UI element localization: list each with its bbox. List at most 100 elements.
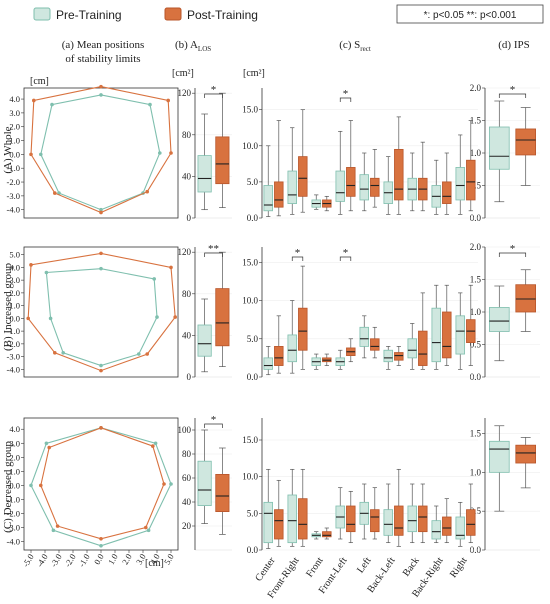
stability-point-post <box>151 444 155 448</box>
panel-a-xtick-label: -4.0 <box>34 552 49 569</box>
panel-c-box-post-box <box>322 531 332 538</box>
panel-a-xtick-label: -3.0 <box>48 552 63 569</box>
stability-point-pre <box>99 363 103 368</box>
panel-a-ytick-label: -3.0 <box>7 191 20 201</box>
panel-a-ytick-label: 2.0 <box>9 452 20 462</box>
stability-point-pre <box>146 528 151 533</box>
panel-b-ytick-label: 80 <box>182 130 192 140</box>
stability-point-pre <box>61 350 65 355</box>
panel-b-ytick-label: 0 <box>187 372 192 382</box>
panel-b-ytick-label: 40 <box>182 497 192 507</box>
stability-point-pre <box>158 151 162 155</box>
panel-d-ytick-label: 0.5 <box>470 340 482 350</box>
stability-point-post <box>47 445 51 450</box>
panel-d-box-pre-box <box>488 126 510 170</box>
panel-a-xtick-label: 1.0 <box>106 552 120 566</box>
panel-c-box-pre-box <box>455 167 465 201</box>
panel-a-ytick-label: -1.0 <box>7 163 20 173</box>
panel-c-box-post-box <box>394 352 404 361</box>
panel-c-sig-bracket <box>291 256 304 261</box>
panel-c-box-post-box <box>274 346 284 366</box>
stability-point-post <box>99 536 103 541</box>
panel-c-ytick-label: 0.0 <box>247 545 259 555</box>
plot-layer: 4.03.02.01.00.0-1.0-2.0-3.0-4.05.04.03.0… <box>7 83 540 600</box>
panel-a-xtick-label: 4.0 <box>148 552 162 566</box>
stability-point-pre <box>99 93 103 97</box>
panel-b-box-pre-box <box>197 460 212 507</box>
panel-a-ytick-label: -1.0 <box>7 494 20 504</box>
panel-c-box-pre-box <box>263 357 273 370</box>
panel-a-title-line1: (a) Mean positions <box>62 39 144 51</box>
panel-a-xtick-label: 3.0 <box>134 552 148 566</box>
panel-a-ytick-label: 2.0 <box>9 122 20 132</box>
panel-a-xtick-label: -1.0 <box>76 552 91 569</box>
panel-d-ytick-label: 1.0 <box>470 307 482 317</box>
panel-c-category-label: Right <box>448 555 470 580</box>
panel-a-ytick-label: -4.0 <box>7 364 20 374</box>
panel-d-box-post-box <box>515 444 536 464</box>
stability-point-pre <box>44 270 49 275</box>
panel-b-ytick-label: 60 <box>182 473 192 483</box>
stability-point-post <box>99 426 103 430</box>
panel-a-ytick-label: 5.0 <box>9 250 20 260</box>
panel-b-box-post-box <box>215 473 230 512</box>
panel-b-sig-label: * <box>211 84 217 96</box>
unit-cm2-c: [cm²] <box>243 68 265 79</box>
panel-c-box-pre-box <box>455 516 465 540</box>
panel-c-box-post-box <box>442 181 452 204</box>
panel-d-ytick-label: 1.0 <box>470 467 482 477</box>
panel-a-ytick-label: 4.0 <box>9 424 20 434</box>
stability-point-pre <box>51 528 56 533</box>
panel-a-frame-C <box>23 417 179 551</box>
stability-point-pre <box>50 102 54 107</box>
panel-a-ytick-label: 3.0 <box>9 438 20 448</box>
stability-point-post <box>39 483 43 488</box>
row-label-c: (C) Decreased group <box>2 441 14 533</box>
panel-c-sig-bracket <box>339 97 352 102</box>
panel-c-ytick-label: 5.0 <box>247 334 259 344</box>
stability-point-pre <box>137 352 141 356</box>
panel-c-box-pre-box <box>431 307 441 363</box>
stability-point-post <box>29 263 33 267</box>
panel-a-ytick-label: -1.0 <box>7 326 20 336</box>
stability-point-pre <box>148 102 152 107</box>
panel-c-ytick-label: 0.0 <box>247 213 259 223</box>
panel-b-sig-bracket <box>204 423 223 428</box>
panel-c-box-post-box <box>274 181 284 208</box>
legend-pre-label: Pre-Training <box>56 8 122 22</box>
panel-d-ytick-label: 2.0 <box>470 83 482 93</box>
panel-a-frame-B <box>23 246 179 378</box>
panel-b-box-post-box <box>215 288 230 347</box>
stability-point-pre <box>39 152 43 157</box>
panel-a-ytick-label: -3.0 <box>7 523 20 533</box>
panel-d-box-pre-box <box>488 307 510 332</box>
panel-a-title-line2: of stability limits <box>65 53 140 65</box>
stability-point-post <box>55 524 60 528</box>
panel-b-title-sub: LOS <box>198 45 211 53</box>
panel-c-box-post-box <box>418 330 428 366</box>
stability-point-post <box>145 189 149 194</box>
panel-c-category-label: Center <box>253 555 278 584</box>
panel-c-ytick-label: 15.0 <box>242 435 258 445</box>
panel-c-title: (c) Srect <box>339 39 371 53</box>
panel-c-ytick-label: 10.0 <box>242 472 258 482</box>
row-label-b: (B) Increased group <box>2 263 14 351</box>
stability-point-post <box>144 525 148 530</box>
stability-point-pre <box>99 543 103 548</box>
panel-c-box-post-box <box>442 311 452 359</box>
panel-b-box-pre-box <box>197 324 212 357</box>
panel-a-ytick-label: 4.0 <box>9 262 20 272</box>
panel-c-ytick-label: 0.0 <box>247 372 259 382</box>
panel-c-box-pre-box <box>359 174 369 201</box>
panel-c-box-pre-box <box>287 334 297 363</box>
panel-d-sig-bracket <box>498 93 527 98</box>
panel-d-ytick-label: 0.5 <box>470 181 482 191</box>
panel-b-ytick-label: 80 <box>182 449 192 459</box>
panel-a-ytick-label: -4.0 <box>7 537 20 547</box>
stability-point-pre <box>153 441 158 446</box>
panel-a-ytick-label: 1.0 <box>9 301 20 311</box>
panel-a-ytick-label: 2.0 <box>9 288 20 298</box>
panel-a-ytick-label: -4.0 <box>7 205 20 215</box>
stability-point-post <box>53 191 57 195</box>
